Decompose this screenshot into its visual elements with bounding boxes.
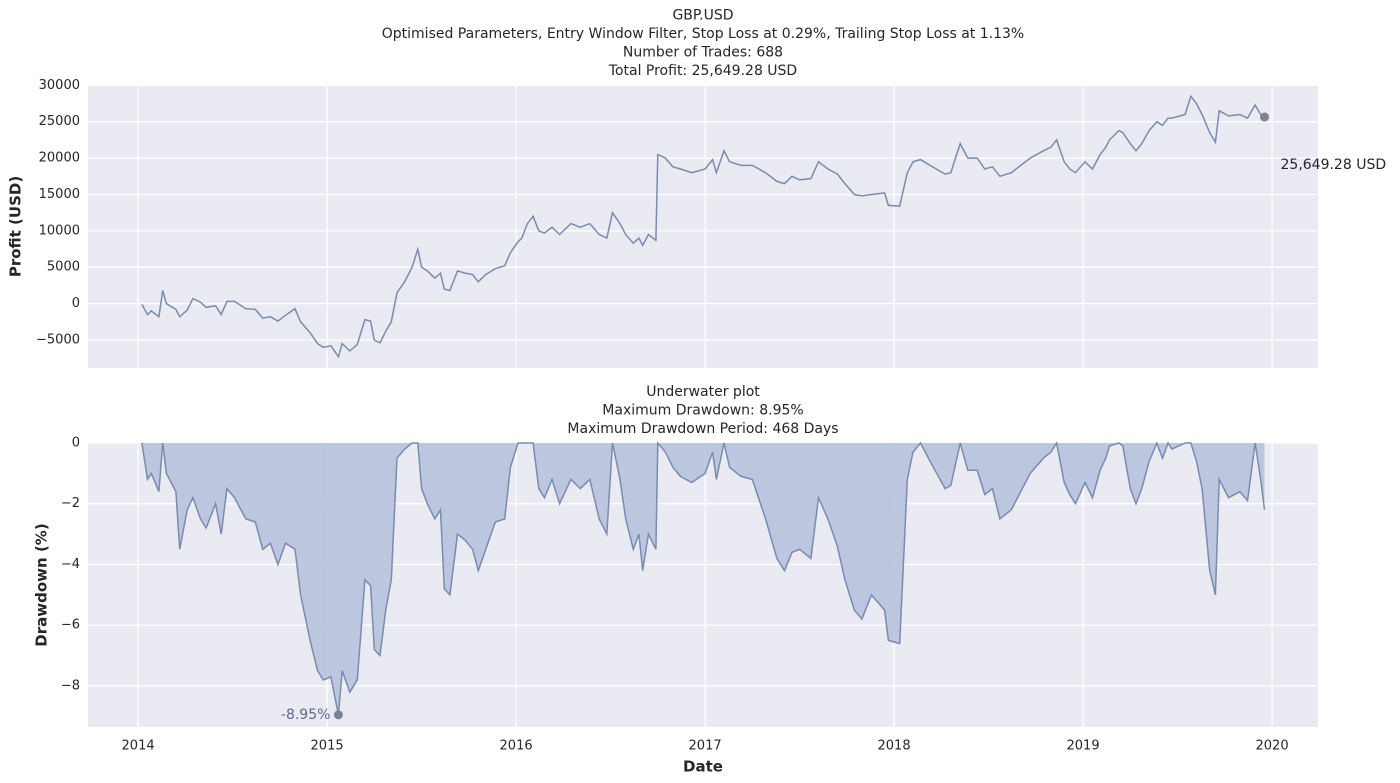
y-axis-label: Profit (USD) <box>7 176 25 277</box>
min-marker <box>333 710 343 720</box>
y-tick-label: 10000 <box>39 223 80 238</box>
chart-title: Optimised Parameters, Entry Window Filte… <box>382 26 1024 42</box>
series-line <box>141 94 1265 359</box>
y-tick-label: −8 <box>61 678 80 693</box>
chart-title: Total Profit: 25,649.28 USD <box>608 63 797 79</box>
y-tick-label: −4 <box>61 557 80 572</box>
annotation: 25,649.28 USD <box>1281 157 1387 173</box>
plot-area <box>88 85 1318 368</box>
y-tick-label: −6 <box>61 618 80 633</box>
area-fill <box>141 443 1265 715</box>
y-axis-label: Drawdown (%) <box>33 523 51 646</box>
y-tick-label: 30000 <box>39 78 80 93</box>
series-line <box>141 440 1266 716</box>
end-marker <box>1260 112 1270 122</box>
x-tick-label: 2018 <box>878 739 911 754</box>
x-axis-label: Date <box>683 758 723 776</box>
y-tick-label: −2 <box>61 496 80 511</box>
x-tick-label: 2016 <box>500 739 533 754</box>
x-tick-label: 2014 <box>122 739 155 754</box>
chart-title: Underwater plot <box>646 384 760 400</box>
chart-title: GBP.USD <box>672 8 733 24</box>
y-tick-label: −5000 <box>36 332 80 347</box>
y-tick-label: 0 <box>72 296 80 311</box>
x-tick-label: 2015 <box>311 739 344 754</box>
y-tick-label: 25000 <box>39 114 80 129</box>
chart-title: Number of Trades: 688 <box>623 45 783 61</box>
annotation: -8.95% <box>281 707 331 723</box>
y-tick-label: 20000 <box>39 151 80 166</box>
y-tick-label: 15000 <box>39 187 80 202</box>
x-tick-label: 2020 <box>1256 739 1289 754</box>
x-tick-label: 2019 <box>1067 739 1100 754</box>
x-tick-label: 2017 <box>689 739 722 754</box>
chart-title: Maximum Drawdown: 8.95% <box>602 403 803 419</box>
chart-title: Maximum Drawdown Period: 468 Days <box>567 421 838 437</box>
y-tick-label: 5000 <box>47 260 80 275</box>
y-tick-label: 0 <box>72 436 80 451</box>
